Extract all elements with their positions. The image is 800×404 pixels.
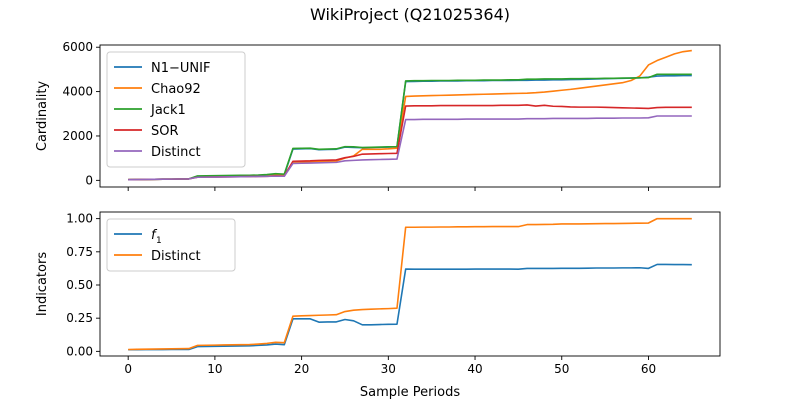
x-axis-label: Sample Periods [360,385,460,400]
legend-label: Distinct [151,145,201,160]
series-line-2 [128,73,692,181]
legend-label: N1−UNIF [151,61,210,76]
legend-label: Jack1 [150,103,186,118]
indicators-axes: 0 10 20 30 40 50 60 0.00 0.25 0.50 0.75 1.00 Indicat… [35,211,721,376]
x-tick-label: 30 [381,362,396,376]
series-line-1 [128,217,692,351]
y-tick-label: 0.50 [66,278,93,292]
chart-title: WikiProject (Q21025364) [310,5,510,24]
legend-label-subscript: 1 [156,236,162,246]
axes-frame [99,44,721,188]
y-tick-label: 0.00 [66,344,93,358]
y-tick-label: 2000 [62,129,93,143]
x-tick-label: 50 [554,362,569,376]
axes-frame [99,211,721,357]
y-tick-label: 1.00 [66,212,93,226]
legend-label: f [151,228,158,243]
y-axis-label: Indicators [35,252,50,316]
x-tick-label: 10 [207,362,222,376]
cardinality-axes: 0 2000 4000 6000 Cardinality N1−UNIF Chao92 Jac… [35,40,721,191]
legend-box [106,218,236,272]
legend-label: Chao92 [151,82,201,97]
series-line-0 [128,263,692,351]
series-line-4 [128,115,692,181]
legend-label: SOR [151,124,179,139]
y-tick-label: 4000 [62,85,93,99]
y-tick-label: 6000 [62,40,93,54]
x-tick-label: 40 [467,362,482,376]
y-axis-label: Cardinality [35,81,50,152]
x-tick-label: 20 [294,362,309,376]
y-tick-label: 0.25 [66,311,93,325]
legend-box [106,51,246,168]
legend-label: Distinct [151,249,201,264]
y-tick-label: 0.75 [66,245,93,259]
y-tick-label: 0 [85,173,93,187]
x-tick-label: 60 [641,362,656,376]
x-tick-label: 0 [124,362,132,376]
